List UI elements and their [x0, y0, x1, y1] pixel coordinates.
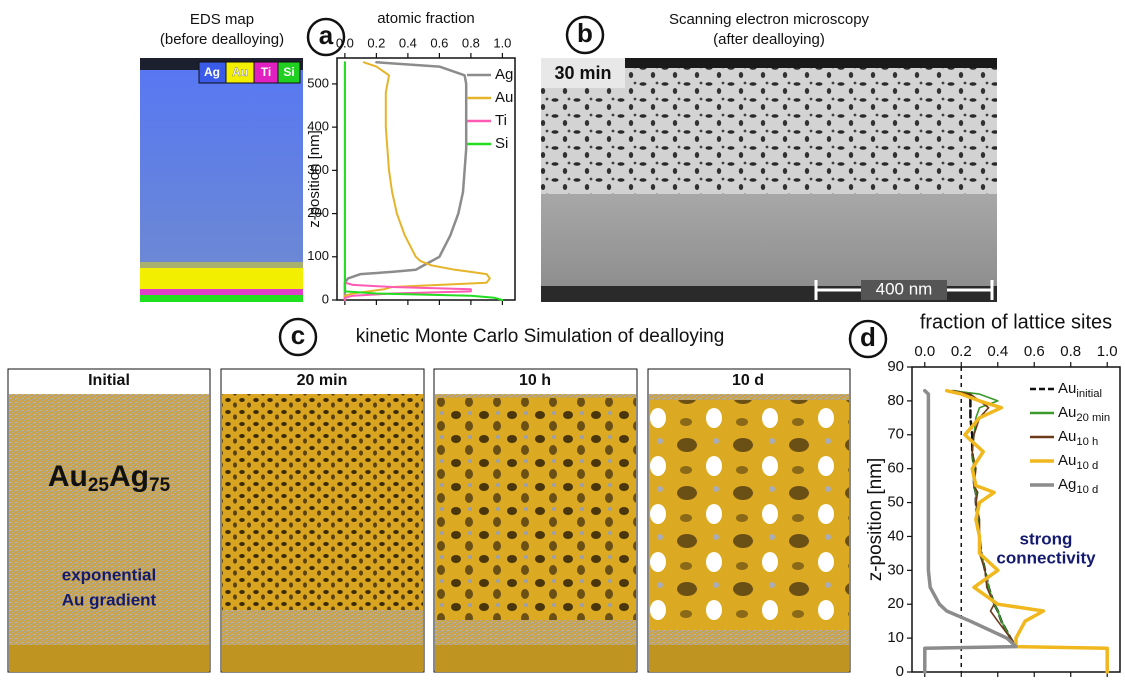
sim-label: 10 h — [519, 372, 551, 389]
y-tick-label: 100 — [307, 248, 329, 263]
sim-porous — [435, 398, 636, 620]
sim-label: Initial — [88, 372, 130, 389]
eds-legend-label: Si — [283, 65, 294, 79]
y-axis-label: z-position [nm] — [865, 458, 886, 582]
sim-substrate — [222, 645, 423, 672]
sim-porous — [222, 394, 423, 610]
y-tick-label: 20 — [887, 595, 904, 612]
gradient-note: Au gradient — [62, 590, 157, 609]
legend-name: Au — [1058, 380, 1076, 397]
eds-title: EDS map — [190, 11, 254, 28]
legend-subscript: 10 h — [1076, 436, 1098, 448]
legend-name: Au — [495, 89, 513, 106]
x-tick-label: 0.0 — [336, 35, 354, 50]
legend-label: Ti — [495, 112, 507, 129]
x-tick-label: 0.4 — [987, 343, 1008, 360]
composition-element: Ag — [109, 460, 149, 493]
panel-letter: b — [577, 18, 593, 48]
panel-letter: c — [291, 320, 305, 350]
legend-label: Si — [495, 135, 508, 152]
sim-substrate — [649, 645, 849, 672]
y-tick-label: 60 — [887, 460, 904, 477]
x-tick-label: 0.2 — [367, 35, 385, 50]
eds-title: (before dealloying) — [160, 31, 284, 48]
x-tick-label: 1.0 — [493, 35, 511, 50]
chart-title: atomic fraction — [377, 10, 475, 27]
eds-au-layer — [140, 268, 303, 289]
legend-label: Ag — [495, 66, 513, 83]
legend-subscript: 20 min — [1076, 412, 1110, 424]
x-tick-label: 0.6 — [430, 35, 448, 50]
annotation: strong — [1020, 529, 1073, 548]
legend-subscript: 10 d — [1076, 484, 1098, 496]
y-tick-label: 70 — [887, 426, 904, 443]
legend-subscript: initial — [1076, 388, 1102, 400]
panel-letter: d — [860, 322, 876, 352]
legend-name: Si — [495, 135, 508, 152]
y-tick-label: 400 — [307, 119, 329, 134]
legend-name: Au — [1058, 428, 1076, 445]
eds-si-layer — [140, 295, 303, 302]
y-tick-label: 40 — [887, 527, 904, 544]
y-tick-label: 0 — [896, 663, 904, 677]
annotation: connectivity — [996, 548, 1096, 567]
legend-name: Au — [1058, 404, 1076, 421]
y-tick-label: 500 — [307, 75, 329, 90]
legend-name: Au — [1058, 452, 1076, 469]
x-tick-label: 0.8 — [462, 35, 480, 50]
eds-legend-label: Au — [232, 65, 248, 79]
composition-subscript: 75 — [149, 475, 171, 496]
y-tick-label: 80 — [887, 392, 904, 409]
x-tick-label: 0.6 — [1024, 343, 1045, 360]
gradient-note: exponential — [62, 565, 156, 584]
sem-time: 30 min — [554, 63, 611, 83]
sim-label: 20 min — [297, 372, 348, 389]
panel-letter: a — [319, 20, 334, 50]
profile-chart: fraction of lattice sites z-position [nm]… — [865, 311, 1120, 677]
x-tick-label: 0.8 — [1060, 343, 1081, 360]
eds-panel: EDS map (before dealloying) Ag Au Ti Si — [140, 11, 303, 302]
sim-label: 10 d — [732, 372, 764, 389]
composition-subscript: 25 — [88, 475, 110, 496]
x-tick-label: 0.2 — [951, 343, 972, 360]
legend-subscript: 10 d — [1076, 460, 1098, 472]
y-tick-label: 30 — [887, 561, 904, 578]
x-tick-label: 0.4 — [399, 35, 417, 50]
composition-element: Au — [48, 460, 88, 493]
sim-initial — [9, 394, 209, 672]
x-tick-label: 0.0 — [914, 343, 935, 360]
scale-bar-label: 400 nm — [876, 279, 933, 298]
figure: a b c d EDS map (before dealloying) Ag A… — [0, 0, 1125, 677]
sem-panel: Scanning electron microscopy (after deal… — [541, 11, 997, 302]
y-tick-label: 300 — [307, 162, 329, 177]
x-tick-label: 1.0 — [1097, 343, 1118, 360]
legend-label: Au — [495, 89, 513, 106]
eds-legend-label: Ag — [204, 65, 220, 79]
eds-ag-layer — [140, 70, 303, 268]
kmc-title: kinetic Monte Carlo Simulation of deallo… — [356, 326, 725, 347]
legend-name: Ti — [495, 112, 507, 129]
y-tick-label: 90 — [887, 358, 904, 375]
sim-porous — [649, 400, 849, 630]
y-tick-label: 200 — [307, 205, 329, 220]
eds-ti-layer — [140, 289, 303, 295]
y-tick-label: 0 — [322, 291, 329, 306]
y-tick-label: 10 — [887, 629, 904, 646]
legend-name: Ag — [1058, 476, 1076, 493]
sim-substrate — [9, 645, 209, 672]
kmc-panel: kinetic Monte Carlo Simulation of deallo… — [8, 326, 850, 672]
legend-name: Ag — [495, 66, 513, 83]
y-tick-label: 50 — [887, 494, 904, 511]
sem-title: (after dealloying) — [713, 31, 825, 48]
eds-legend-label: Ti — [261, 65, 271, 79]
chart-title: fraction of lattice sites — [920, 311, 1112, 333]
sim-substrate — [435, 645, 636, 672]
sem-title: Scanning electron microscopy — [669, 11, 870, 28]
